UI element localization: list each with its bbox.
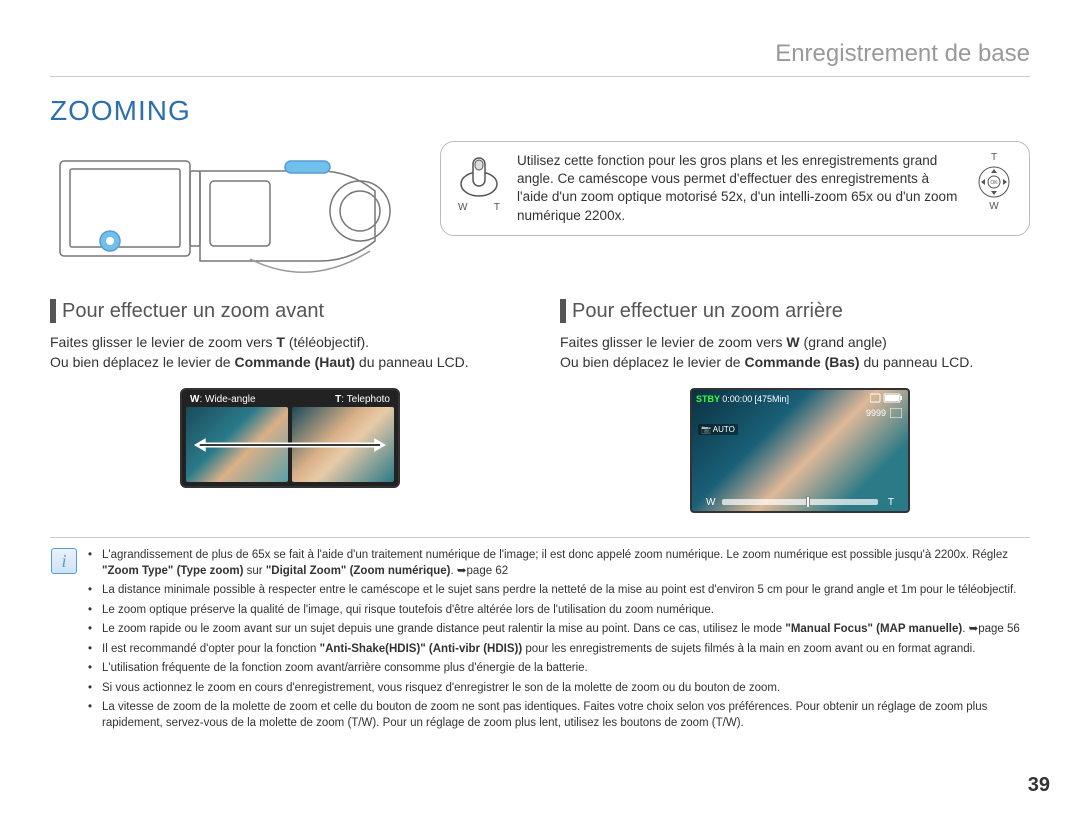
page-number: 39 xyxy=(1028,774,1050,797)
zoom-out-section: Pour effectuer un zoom arrière Faites gl… xyxy=(560,299,1030,513)
note-item: Le zoom rapide ou le zoom avant sur un s… xyxy=(88,622,1030,638)
osd-t-label: T xyxy=(888,497,894,508)
top-row: W T Utilisez cette fonction pour les gro… xyxy=(50,141,1030,281)
w-right-label: W xyxy=(989,201,998,212)
note-item: L'utilisation fréquente de la fonction z… xyxy=(88,661,1030,677)
note-item: La distance minimale possible à respecte… xyxy=(88,583,1030,599)
photo-icon xyxy=(890,408,902,418)
callout-box: W T Utilisez cette fonction pour les gro… xyxy=(440,141,1030,236)
stby-label: STBY xyxy=(696,394,720,404)
camcorder-illustration xyxy=(50,141,410,281)
zoom-in-section: Pour effectuer un zoom avant Faites glis… xyxy=(50,299,520,513)
lcd-preview-figure: STBY 0:00:00 [475Min] 9999 📷 AUTO W T xyxy=(690,388,910,513)
note-icon: i xyxy=(50,548,78,735)
ok-label: OK xyxy=(990,180,998,186)
remain-label: [475Min] xyxy=(755,394,790,404)
zoom-in-title: Pour effectuer un zoom avant xyxy=(62,300,324,323)
t-right-label: T xyxy=(991,152,997,163)
notes-block: i L'agrandissement de plus de 65x se fai… xyxy=(50,537,1030,735)
note-item: Il est recommandé d'opter pour la foncti… xyxy=(88,642,1030,658)
osd-w-label: W xyxy=(706,497,715,508)
zoom-in-body: Faites glisser le levier de zoom vers T … xyxy=(50,333,520,372)
note-item: L'agrandissement de plus de 65x se fait … xyxy=(88,548,1030,579)
card-battery-icon xyxy=(870,393,904,405)
callout-text: Utilisez cette fonction pour les gros pl… xyxy=(517,152,959,225)
page-title: ZOOMING xyxy=(50,95,1030,127)
note-item: Si vous actionnez le zoom en cours d'enr… xyxy=(88,681,1030,697)
auto-badge: 📷 AUTO xyxy=(698,424,738,435)
note-item: La vitesse de zoom de la molette de zoom… xyxy=(88,700,1030,731)
t-label: T xyxy=(494,202,500,213)
note-item: Le zoom optique préserve la qualité de l… xyxy=(88,603,1030,619)
w-label: W xyxy=(458,202,467,213)
chapter-title: Enregistrement de base xyxy=(50,40,1030,77)
zoom-bar xyxy=(722,499,878,505)
zoom-lever-icon: W T xyxy=(455,152,503,213)
time-label: 0:00:00 xyxy=(722,394,752,404)
tele-sample-icon xyxy=(292,407,394,482)
zoom-out-title: Pour effectuer un zoom arrière xyxy=(572,300,843,323)
section-bar-icon xyxy=(50,299,56,323)
notes-list: L'agrandissement de plus de 65x se fait … xyxy=(88,548,1030,735)
zoom-range-figure: W: Wide-angle T: Telephoto xyxy=(180,388,400,488)
nav-pad-icon: T OK W xyxy=(973,152,1015,212)
wide-sample-icon xyxy=(186,407,288,482)
section-bar-icon xyxy=(560,299,566,323)
count-label: 9999 xyxy=(866,408,886,418)
zoom-out-body: Faites glisser le levier de zoom vers W … xyxy=(560,333,1030,372)
